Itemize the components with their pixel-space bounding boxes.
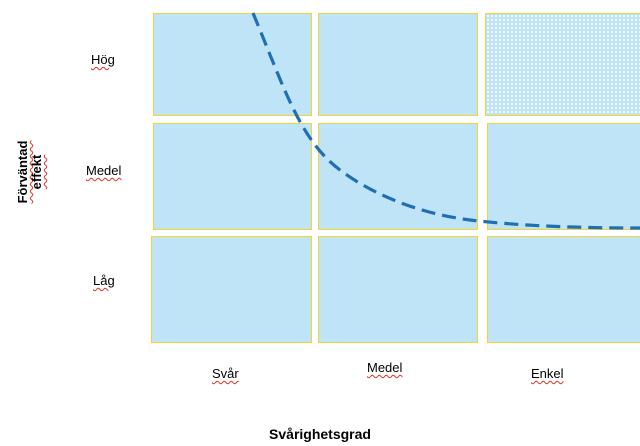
cell-hog-medel bbox=[318, 13, 478, 116]
x-axis-title: Svårighetsgrad bbox=[269, 426, 371, 442]
cell-medel-medel bbox=[318, 123, 478, 230]
cell-hog-svar bbox=[153, 13, 312, 116]
dashed-curve-line bbox=[251, 12, 640, 230]
col-label-enkel: Enkel bbox=[531, 366, 564, 381]
cell-lag-enkel bbox=[487, 236, 640, 343]
col-label-medel: Medel bbox=[367, 360, 403, 375]
col-label-svar: Svår bbox=[212, 366, 239, 381]
cell-hog-enkel bbox=[485, 13, 640, 116]
cell-lag-svar bbox=[151, 236, 312, 343]
row-label-hog: Hög bbox=[91, 52, 115, 67]
row-label-lag: Låg bbox=[93, 273, 115, 288]
row-label-medel: Medel bbox=[86, 163, 122, 178]
cell-lag-medel bbox=[318, 236, 478, 343]
cell-medel-svar bbox=[153, 123, 312, 230]
cell-medel-enkel bbox=[487, 123, 640, 230]
